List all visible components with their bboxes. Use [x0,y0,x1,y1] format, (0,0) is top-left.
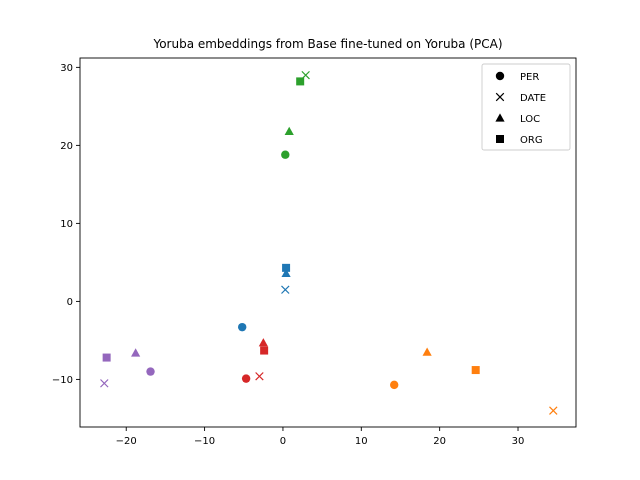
data-point [471,366,480,375]
data-point [282,263,291,272]
data-point [284,126,294,136]
legend-marker [496,135,504,143]
chart-title: Yoruba embeddings from Base fine-tuned o… [152,37,502,51]
x-tick-label: 0 [280,436,286,447]
axes-frame [79,57,577,428]
data-point [422,347,432,356]
x-tick-label: 10 [355,436,368,447]
data-point [102,353,111,362]
data-point [549,406,558,415]
data-point [237,322,247,332]
data-point [255,372,264,381]
legend-box [481,63,571,151]
data-point [281,150,290,159]
data-point [100,379,109,388]
data-point [146,367,155,376]
data-point [258,338,268,347]
y-tick-label: 30 [60,63,73,74]
legend-label: DATE [520,93,546,104]
legend-label: ORG [520,135,543,146]
y-tick-label: 0 [67,297,73,308]
data-point [281,268,291,277]
legend-label: PER [520,72,539,83]
y-tick-label: −10 [52,375,73,386]
y-tick-label: 20 [60,141,73,152]
legend-marker [495,71,505,81]
legend-label: LOC [520,114,540,125]
data-point [260,346,269,355]
x-tick-label: 20 [433,436,446,447]
data-point [296,77,305,86]
legend-marker [495,92,505,102]
data-point [281,285,290,294]
x-tick-label: −10 [194,436,215,447]
plot-area: −20 −10 0 10 20 30 −10 0 10 20 30 [52,57,577,447]
data-point [390,380,399,390]
data-point [131,348,141,357]
legend: PER DATE LOC ORG [481,63,571,151]
y-tick-label: 10 [60,219,73,230]
data-point [241,374,251,383]
legend-marker [495,113,505,122]
x-tick-label: −20 [116,436,137,447]
x-tick-label: 30 [512,436,525,447]
